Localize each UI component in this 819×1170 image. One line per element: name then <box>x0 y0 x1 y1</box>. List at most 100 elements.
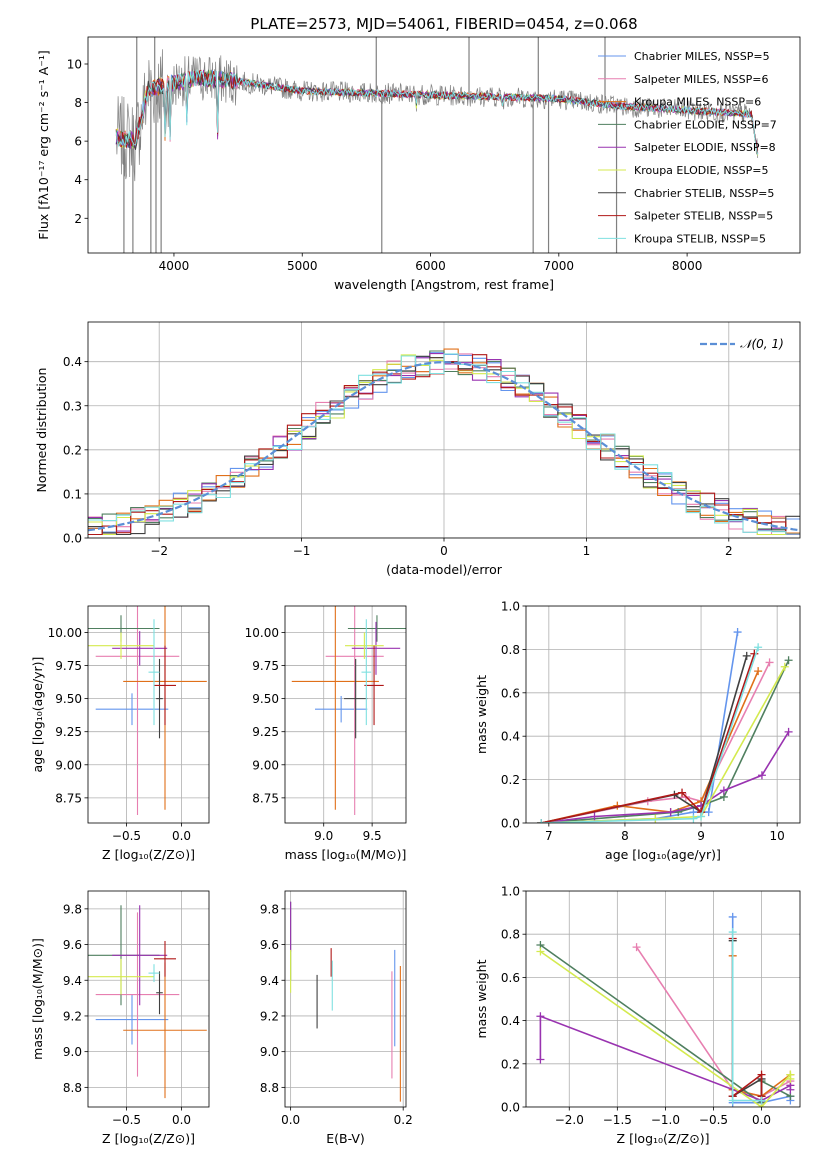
y-tick-label: 9.2 <box>260 1009 279 1023</box>
point-salpeter-elodie <box>786 1085 795 1094</box>
x-tick-label: −1.5 <box>603 1113 632 1127</box>
y-tick-label: 0.8 <box>501 643 520 657</box>
point-salpeter-elodie <box>666 808 675 817</box>
x-axis-label: age [log₁₀(age/yr)] <box>605 847 721 862</box>
y-axis-label: age [log₁₀(age/yr)] <box>30 657 45 773</box>
x-tick-label: 7 <box>545 829 553 843</box>
point-kroupa-stelib <box>537 819 546 823</box>
point-salpeter-miles <box>632 943 641 952</box>
x-axis-label: mass [log₁₀(M/M⊙)] <box>285 847 407 862</box>
x-tick-label: 8000 <box>672 259 703 273</box>
axes-frame <box>87 36 801 254</box>
y-tick-label: 9.50 <box>55 692 82 706</box>
axes-frame <box>284 605 407 824</box>
y-tick-label: 0.1 <box>63 487 82 501</box>
legend-label: Salpeter STELIB, NSSP=5 <box>634 210 773 223</box>
point-salpeter-elodie <box>757 771 766 780</box>
y-tick-label: 0.0 <box>63 532 82 546</box>
point-kroupa-stelib <box>757 1096 766 1105</box>
x-tick-label: 5000 <box>287 259 318 273</box>
y-tick-label: 0.2 <box>63 443 82 457</box>
series-chabrier-stelib <box>541 655 748 823</box>
y-tick-label: 10 <box>67 58 82 72</box>
y-tick-label: 0.3 <box>63 399 82 413</box>
plot-area <box>526 891 800 1107</box>
point-kroupa-elodie <box>780 662 789 671</box>
x-tick-label: 10 <box>770 829 785 843</box>
point-kroupa-elodie <box>786 1074 795 1083</box>
y-tick-label: 9.2 <box>63 1009 82 1023</box>
point-salpeter-miles <box>765 658 774 667</box>
series-kroupa-stelib <box>731 932 762 1102</box>
x-tick-label: 9.0 <box>314 829 333 843</box>
y-tick-label: 9.00 <box>252 758 279 772</box>
point-salpeter-stelib <box>678 788 687 797</box>
spectrum-panel: 4000 5000 6000 7000 8000 2 4 6 8 10 wavelength [An… <box>36 36 801 292</box>
plot-area <box>88 606 209 823</box>
y-tick-label: 9.0 <box>260 1045 279 1059</box>
legend-gaussian-label: 𝒩(0, 1) <box>740 337 784 351</box>
x-tick-label: 8 <box>621 829 629 843</box>
legend-label: Kroupa MILES, NSSP=6 <box>634 96 761 109</box>
y-tick-label: 0.0 <box>501 1101 520 1115</box>
x-tick-label: 1 <box>583 544 591 558</box>
point-chabrier-miles <box>728 912 737 921</box>
y-tick-label: 9.50 <box>252 692 279 706</box>
y-tick-label: 9.25 <box>252 725 279 739</box>
age-vs-mass-panel: 9.0 9.5 8.75 9.00 9.25 9.50 9.75 10.00 mass [log… <box>245 605 407 862</box>
y-tick-label: 0.0 <box>501 817 520 831</box>
y-tick-label: 10.00 <box>245 626 279 640</box>
point-salpeter-elodie <box>719 786 728 795</box>
y-tick-label: 0.4 <box>501 730 520 744</box>
y-axis-label: Flux [fλ10⁻¹⁷ erg cm⁻² s⁻¹ A⁻¹] <box>36 50 51 239</box>
histogram-kroupa-stelib <box>88 353 800 535</box>
point-chabrier-stelib <box>742 651 751 660</box>
point-chabrier-miles <box>704 808 713 817</box>
legend-label: Chabrier ELODIE, NSSP=7 <box>634 118 777 131</box>
point-salpeter-elodie <box>784 727 793 736</box>
axes-frame <box>87 321 801 539</box>
x-tick-label: −1.0 <box>651 1113 680 1127</box>
mass-vs-metallicity-panel: −0.5 0.0 8.8 9.0 9.2 9.4 9.6 9.8 Z [log₁₀(Z/Z⊙)]… <box>30 890 210 1146</box>
series-salpeter-stelib <box>541 653 756 823</box>
y-tick-label: 0.4 <box>501 1014 520 1028</box>
x-tick-label: −2 <box>150 544 168 558</box>
axes-frame <box>284 890 407 1108</box>
point-salpeter-stelib <box>757 1070 766 1079</box>
y-tick-label: 9.00 <box>55 758 82 772</box>
y-tick-label: 8.75 <box>55 791 82 805</box>
x-tick-label: 2 <box>725 544 733 558</box>
legend-label: Kroupa STELIB, NSSP=5 <box>634 232 766 245</box>
y-tick-label: 4 <box>74 173 82 187</box>
y-axis-label: Normed distribution <box>34 368 49 493</box>
plot-area <box>115 37 759 253</box>
y-tick-label: 8.8 <box>63 1081 82 1095</box>
x-tick-label: −2.0 <box>555 1113 584 1127</box>
y-tick-label: 0.4 <box>63 355 82 369</box>
y-tick-label: 0.2 <box>501 773 520 787</box>
point-kroupa-stelib <box>728 1096 737 1105</box>
axes-frame <box>525 890 801 1108</box>
point-kroupa-stelib <box>689 814 698 823</box>
y-tick-label: 0.6 <box>501 686 520 700</box>
axes-frame <box>87 890 210 1108</box>
point-chabrier-elodie <box>784 656 793 665</box>
point-kroupa-miles <box>754 667 763 676</box>
x-tick-label: 0.0 <box>752 1113 771 1127</box>
x-axis-label: E(B-V) <box>326 1131 365 1146</box>
legend-label: Salpeter ELODIE, NSSP=8 <box>634 141 776 154</box>
x-tick-label: −0.5 <box>699 1113 728 1127</box>
y-tick-label: 8 <box>74 96 82 110</box>
point-salpeter-elodie <box>536 1055 545 1064</box>
spectrum-legend: Chabrier MILES, NSSP=5 Salpeter MILES, NS… <box>598 50 777 245</box>
x-tick-label: 7000 <box>544 259 575 273</box>
axes-frame <box>525 605 801 824</box>
x-axis-label: Z [log₁₀(Z/Z⊙)] <box>102 1131 195 1146</box>
y-tick-label: 8.75 <box>252 791 279 805</box>
model-spectrum-kroupa-stelib <box>115 69 759 155</box>
x-tick-label: 6000 <box>415 259 446 273</box>
y-tick-label: 0.6 <box>501 971 520 985</box>
legend-label: Kroupa ELODIE, NSSP=5 <box>634 164 768 177</box>
plot-area <box>88 322 800 538</box>
